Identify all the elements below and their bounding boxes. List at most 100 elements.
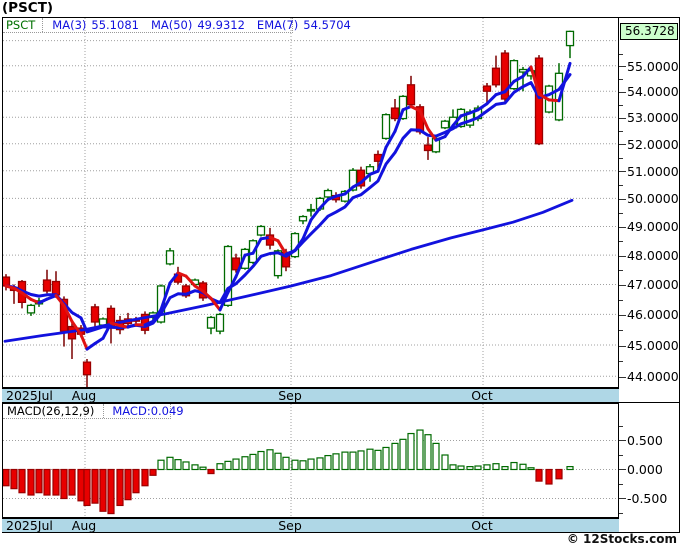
ma3-line-segment <box>12 286 24 295</box>
price-axis-label: 51.0000 <box>627 163 679 179</box>
macd-bar-negative <box>132 468 140 494</box>
price-axis-label: 50.0000 <box>627 191 679 207</box>
candlestick-plot <box>3 18 618 387</box>
macd-bar-positive <box>332 453 340 471</box>
price-axis-label: 47.0000 <box>627 277 679 293</box>
ma3-line-segment <box>54 294 66 308</box>
candle-down <box>82 361 92 376</box>
macd-bar-negative <box>207 468 215 475</box>
candle-up <box>509 59 519 90</box>
axis-tick <box>619 144 626 146</box>
month-label: Sep <box>278 388 302 403</box>
ma50-value: 49.9312 <box>197 18 245 32</box>
axis-tick <box>619 425 623 427</box>
ma3-line-segment <box>45 294 58 301</box>
macd-value-label: MACD:0.049 <box>112 404 184 418</box>
axis-tick <box>619 117 626 119</box>
macd-bar-positive <box>501 465 509 471</box>
macd-bar-negative <box>545 468 553 485</box>
candle-up <box>156 285 166 323</box>
axis-tick <box>619 284 626 286</box>
ema7-value: 54.5704 <box>303 18 351 32</box>
ma3-line-segment <box>547 98 561 103</box>
date-axis-top: 2025Jul Aug Sep Oct <box>2 388 619 403</box>
ma3-line-segment <box>193 284 205 293</box>
axis-tick <box>619 91 626 93</box>
ma3-line-segment <box>226 275 238 294</box>
ma3-line-segment <box>209 296 222 312</box>
macd-bar-negative <box>149 468 157 476</box>
macd-bar-positive <box>191 464 199 471</box>
axis-tick <box>619 454 623 456</box>
ma3-line-segment <box>318 198 330 210</box>
macd-bar-positive <box>324 454 332 471</box>
ma3-line-segment <box>459 111 472 118</box>
macd-bar-positive <box>492 463 500 471</box>
date-axis-bottom: 2025Jul Aug Sep Oct <box>2 518 619 533</box>
price-axis: 55.0000 54.0000 53.0000 52.0000 51.0000 50.00… <box>619 17 680 403</box>
axis-tick <box>619 212 623 214</box>
macd-bar-positive <box>299 460 307 471</box>
macd-bar-negative <box>27 468 35 496</box>
ma3-line-segment <box>521 65 533 78</box>
macd-bar-negative <box>91 468 99 504</box>
candle-down <box>42 279 52 292</box>
candle-up <box>565 30 575 47</box>
ma3-line-segment <box>494 90 507 97</box>
macd-bar-positive <box>407 432 415 471</box>
ma3-line-segment <box>151 308 163 323</box>
month-label: Aug <box>71 388 97 403</box>
ma3-line-segment <box>503 79 516 94</box>
ma3-line-segment <box>293 237 305 252</box>
macd-bar-positive <box>519 463 527 471</box>
candle-up <box>298 215 308 222</box>
price-axis-label: 46.0000 <box>627 307 679 323</box>
candle-down <box>406 84 416 106</box>
ma3-line-segment <box>168 271 180 285</box>
axis-tick <box>619 498 626 499</box>
ma3-line-segment <box>351 181 363 189</box>
macd-bar-positive <box>307 458 315 471</box>
macd-bar-positive <box>232 458 240 471</box>
candle-down <box>90 306 100 323</box>
ma3-line-segment <box>109 321 122 328</box>
date-start-label: 2025Jul <box>6 518 53 533</box>
ma3-line-segment <box>234 253 247 279</box>
axis-tick <box>619 185 623 186</box>
macd-bar-positive <box>157 459 165 471</box>
macd-bar-negative <box>43 468 51 496</box>
axis-tick <box>619 78 623 80</box>
axis-tick <box>619 226 626 228</box>
macd-bar-positive <box>257 450 265 471</box>
macd-bar-positive <box>216 463 224 471</box>
axis-tick <box>619 440 626 441</box>
candle-up <box>273 250 283 277</box>
ma3-line-segment <box>434 135 447 142</box>
symbol-label: PSCT <box>6 18 44 32</box>
main-chart: PSCT MA(3) 55.1081 MA(50) 49.9312 EMA(7)… <box>2 17 619 388</box>
macd-bar-positive <box>174 459 182 471</box>
macd-bar-positive <box>432 442 440 471</box>
candle-up <box>306 208 316 212</box>
ma3-line-segment <box>426 127 438 142</box>
ema7-label: EMA(7) <box>256 18 299 32</box>
candle-up <box>215 313 225 332</box>
axis-tick <box>619 66 626 68</box>
macd-bar-positive <box>466 465 474 471</box>
macd-bar-positive <box>391 442 399 471</box>
macd-bar-negative <box>124 468 132 501</box>
macd-bar-negative <box>35 468 43 494</box>
ma3-line-segment <box>201 289 213 300</box>
macd-bar-positive <box>566 465 574 471</box>
macd-bar-positive <box>224 460 232 471</box>
macd-bar-positive <box>382 446 390 471</box>
ma3-line-segment <box>79 333 89 351</box>
macd-bar-negative <box>555 468 563 480</box>
macd-bar-positive <box>474 465 482 471</box>
macd-bar-positive <box>349 451 357 471</box>
macd-panel: MACD(26,12,9) MACD:0.049 <box>2 403 619 518</box>
axis-tick <box>619 130 623 132</box>
macd-bar-positive <box>266 449 274 471</box>
ma3-line-segment <box>62 304 74 323</box>
macd-bar-positive <box>291 459 299 471</box>
